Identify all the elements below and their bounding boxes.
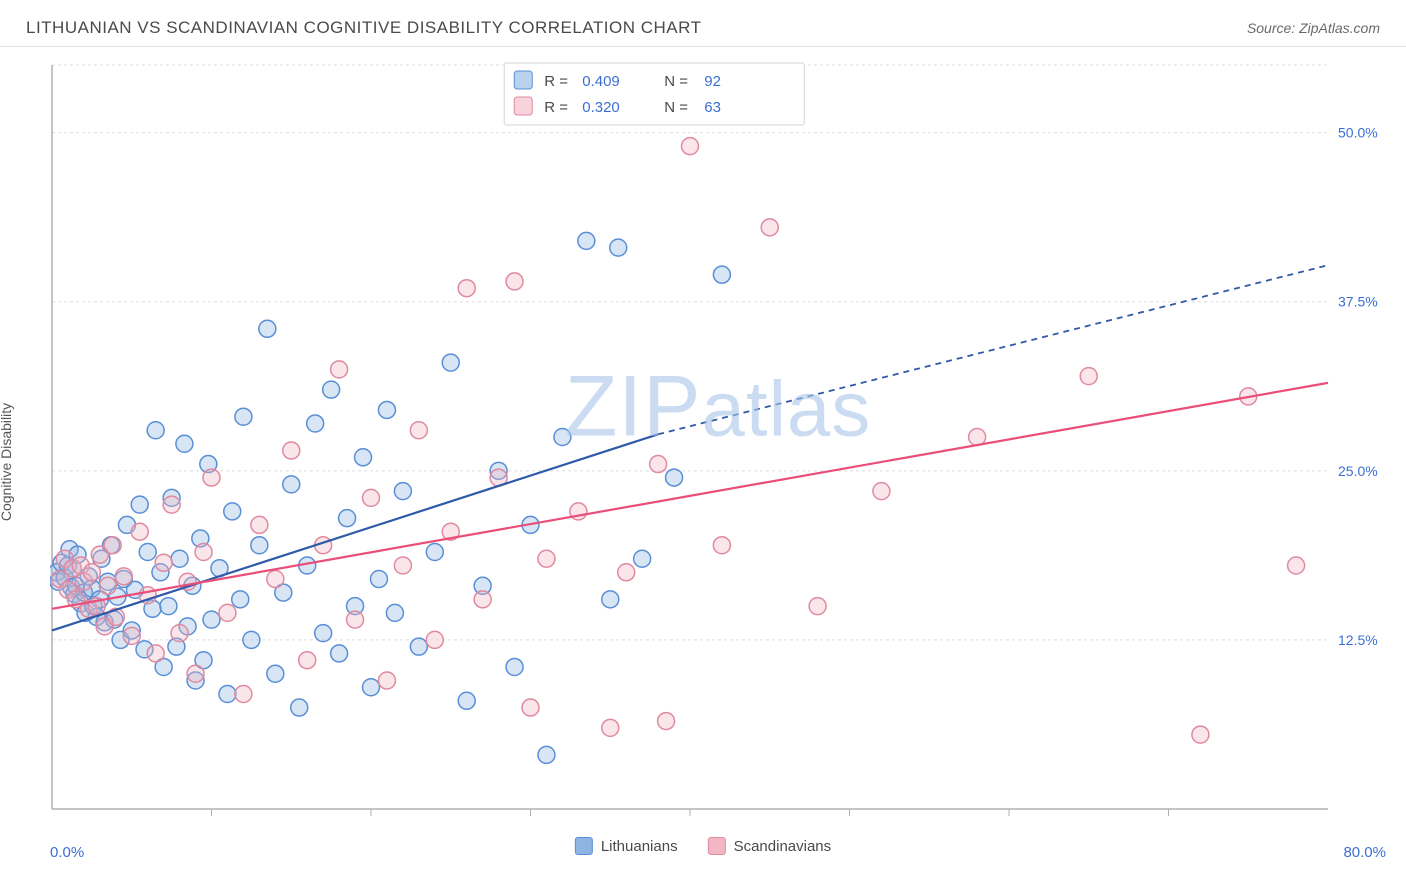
source-citation: Source: ZipAtlas.com	[1247, 20, 1380, 36]
x-axis-max-label: 80.0%	[1343, 844, 1386, 861]
scatter-plot-svg: 12.5% 25.0% 37.5% 50.0% R = 0.409 N = 92 R = 0.32…	[50, 57, 1386, 817]
plot-region: 12.5% 25.0% 37.5% 50.0% R = 0.409 N = 92 R = 0.32…	[50, 57, 1386, 817]
legend-label: Lithuanians	[601, 838, 678, 855]
svg-text:63: 63	[704, 99, 721, 116]
legend-swatch-icon	[708, 837, 726, 855]
y-axis-label: Cognitive Disability	[0, 403, 14, 521]
svg-text:0.409: 0.409	[582, 73, 620, 90]
svg-text:25.0%: 25.0%	[1338, 463, 1378, 479]
x-axis-min-label: 0.0%	[50, 844, 84, 861]
legend-item-scandinavians: Scandinavians	[708, 837, 832, 855]
chart-area: Cognitive Disability 12.5% 25.0% 37.5% 50.0…	[0, 47, 1406, 877]
svg-text:N =: N =	[664, 99, 688, 116]
chart-title: LITHUANIAN VS SCANDINAVIAN COGNITIVE DIS…	[26, 18, 701, 38]
legend-bottom: Lithuanians Scandinavians	[575, 837, 831, 855]
chart-header: LITHUANIAN VS SCANDINAVIAN COGNITIVE DIS…	[0, 0, 1406, 47]
svg-text:50.0%: 50.0%	[1338, 125, 1378, 141]
legend-swatch-icon	[575, 837, 593, 855]
svg-text:12.5%: 12.5%	[1338, 632, 1378, 648]
svg-text:37.5%: 37.5%	[1338, 294, 1378, 310]
svg-text:92: 92	[704, 73, 721, 90]
svg-text:R =: R =	[544, 73, 568, 90]
svg-text:R =: R =	[544, 99, 568, 116]
legend-item-lithuanians: Lithuanians	[575, 837, 678, 855]
legend-label: Scandinavians	[734, 838, 832, 855]
svg-text:0.320: 0.320	[582, 99, 620, 116]
svg-text:N =: N =	[664, 73, 688, 90]
